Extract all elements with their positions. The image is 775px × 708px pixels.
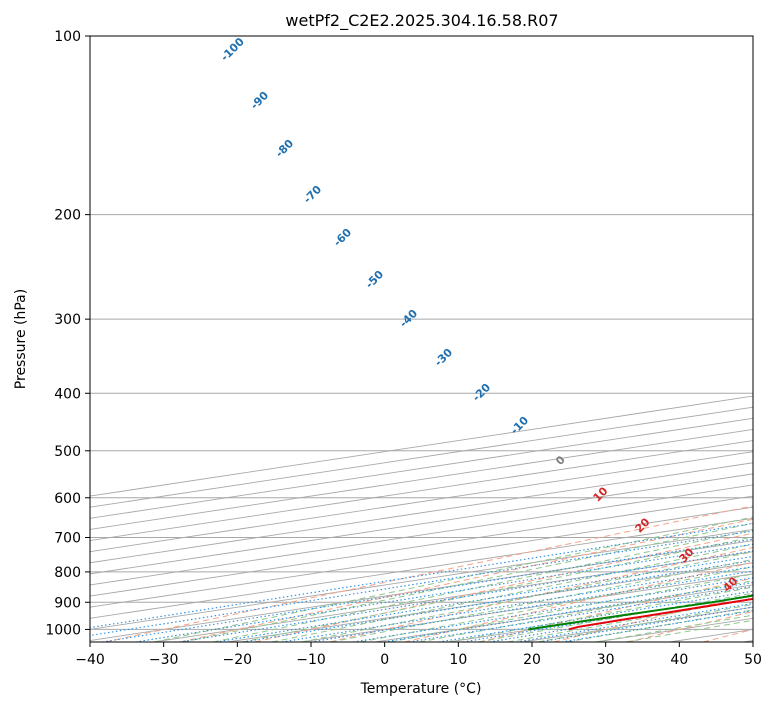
mixing-ratio-line [102, 538, 753, 642]
x-tick-label: −30 [149, 652, 179, 668]
dry-adiabat-line [105, 505, 753, 642]
x-tick-label: 10 [449, 652, 467, 668]
isotherm-line [90, 540, 753, 641]
moist-adiabat-line [271, 543, 753, 642]
axes: −40 −30 −20 −10 0 10 20 30 40 50 1000 900 800 700 600 5… [45, 29, 762, 668]
moist-adiabat-line [301, 551, 753, 642]
y-tick-label: 600 [54, 491, 81, 507]
y-tick-label: 200 [54, 208, 81, 224]
y-tick-label: 300 [54, 312, 81, 328]
isobar-lines [90, 36, 753, 630]
dry-adiabat-line [478, 577, 753, 642]
moist-adiabat-line [360, 566, 753, 642]
mixing-ratio-line [179, 550, 753, 642]
y-tick-label: 900 [54, 595, 81, 611]
isotherm-line [90, 495, 753, 597]
moist-adiabat-line [478, 592, 753, 642]
x-tick-label: −20 [223, 652, 253, 668]
moist-adiabat-line [448, 586, 753, 642]
y-tick-label: 400 [54, 386, 81, 402]
chart-title: wetPf2_C2E2.2025.304.16.58.R07 [285, 11, 558, 31]
moist-adiabat-line [389, 573, 753, 642]
mixing-ratio-line [135, 543, 753, 642]
mixing-ratio-line [516, 602, 753, 642]
x-axis-label: Temperature (°C) [360, 681, 482, 697]
isotherm-line [90, 462, 753, 564]
x-tick-label: 20 [523, 652, 541, 668]
mixing-ratio-line [90, 530, 753, 637]
isotherm-line [90, 528, 753, 630]
x-tick-label: 40 [670, 652, 688, 668]
y-tick-label: 1000 [45, 622, 81, 638]
x-tick-label: 0 [380, 652, 389, 668]
moist-adiabat-lines [153, 516, 753, 642]
x-tick-label: −40 [75, 652, 105, 668]
mixing-ratio-line [90, 522, 753, 629]
x-tick-label: 30 [597, 652, 615, 668]
isotherm-line [90, 473, 753, 575]
y-tick-label: 100 [54, 29, 81, 45]
y-tick-label: 800 [54, 565, 81, 581]
moist-adiabat-line [212, 529, 753, 642]
dry-adiabat-line [329, 546, 753, 642]
isotherm-line [90, 506, 753, 608]
isotherm-lines [90, 395, 753, 642]
mixing-ratio-line [438, 590, 753, 642]
moist-adiabat-line [153, 516, 753, 642]
plot-frame [89, 35, 754, 643]
x-tick-label: 50 [744, 652, 762, 668]
plot-area [90, 36, 753, 642]
moist-adiabat-line [183, 522, 753, 642]
y-tick-label: 500 [54, 444, 81, 460]
x-tick-label: −10 [296, 652, 326, 668]
y-axis-label: Pressure (hPa) [13, 289, 29, 389]
mixing-ratio-line [408, 585, 753, 642]
y-tick-label: 700 [54, 531, 81, 547]
isotherm-line [90, 484, 753, 586]
isotherm-line [90, 451, 753, 553]
isotherm-line [90, 517, 753, 619]
